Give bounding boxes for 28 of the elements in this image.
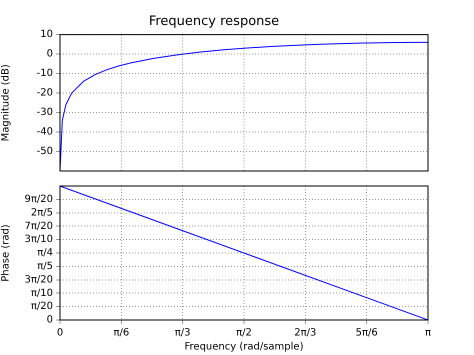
- x-tick-label: π/6: [113, 328, 130, 339]
- x-tick-label: 5π/6: [356, 328, 378, 339]
- y-tick-label: 0: [46, 48, 53, 60]
- y-tick-label: 7π/20: [24, 220, 53, 232]
- x-tick-label: 2π/3: [294, 328, 316, 339]
- y-tick-label: 10: [40, 29, 53, 40]
- y-tick-label: 3π/20: [24, 274, 53, 286]
- y-tick-label: 3π/10: [24, 234, 53, 246]
- y-tick-label: 2π/5: [30, 207, 53, 218]
- y-tick-label: -20: [36, 88, 53, 99]
- y-tick-label: π/5: [37, 260, 53, 272]
- y-tick-label: -30: [36, 107, 53, 118]
- y-tick-label: π/10: [30, 288, 53, 299]
- y-axis-title: Phase (rad): [0, 224, 12, 282]
- x-tick-label: π/2: [236, 328, 252, 339]
- y-tick-label: -50: [36, 146, 53, 158]
- y-tick-label: 0: [46, 314, 53, 326]
- x-tick-label: 0: [56, 328, 64, 339]
- y-tick-label: -40: [36, 126, 53, 138]
- y-axis-title: Magnitude (dB): [0, 64, 12, 142]
- y-tick-label: -10: [36, 68, 53, 80]
- chart-title: Frequency response: [148, 14, 280, 30]
- x-tick-label: π: [424, 328, 432, 339]
- x-tick-label: π/3: [174, 328, 191, 339]
- y-tick-label: 9π/20: [24, 194, 53, 205]
- x-axis-title: Frequency (rad/sample): [184, 342, 304, 353]
- y-tick-label: π/4: [37, 248, 53, 259]
- y-tick-label: π/20: [30, 301, 53, 312]
